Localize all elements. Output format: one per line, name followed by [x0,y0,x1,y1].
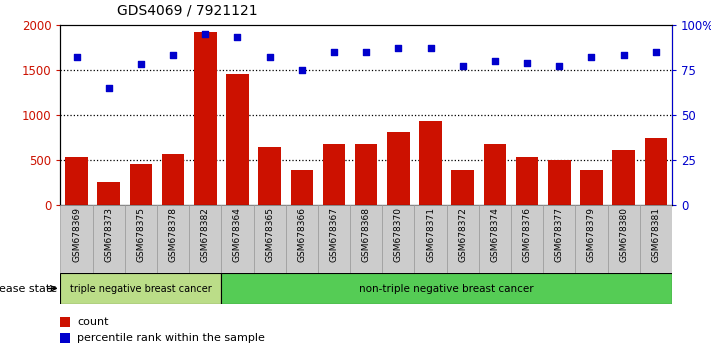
Text: GSM678374: GSM678374 [491,207,499,262]
Bar [350,205,383,273]
Text: GSM678378: GSM678378 [169,207,178,262]
Text: GSM678375: GSM678375 [137,207,145,262]
Text: GSM678381: GSM678381 [651,207,661,262]
Bar [318,205,350,273]
Point [71,55,82,60]
Bar [575,205,607,273]
Text: GSM678368: GSM678368 [362,207,370,262]
Point [167,53,178,58]
Point [232,35,243,40]
Bar [254,205,286,273]
Text: triple negative breast cancer: triple negative breast cancer [70,284,212,293]
Point [264,55,275,60]
Bar [60,205,92,273]
Point [200,31,211,37]
Bar [157,205,189,273]
Text: GSM678366: GSM678366 [297,207,306,262]
Text: GSM678379: GSM678379 [587,207,596,262]
Point [425,45,437,51]
Point [650,49,661,55]
Bar [355,144,378,205]
Point [521,60,533,65]
Text: non-triple negative breast cancer: non-triple negative breast cancer [359,284,534,293]
Text: GSM678382: GSM678382 [201,207,210,262]
Bar [483,144,506,205]
Bar [286,205,318,273]
Bar [447,205,479,273]
Point [618,53,629,58]
Point [328,49,340,55]
Bar [515,158,538,205]
Point [586,55,597,60]
Text: GSM678376: GSM678376 [523,207,532,262]
Bar [60,317,70,327]
Bar [580,170,603,205]
Point [103,85,114,91]
Point [296,67,307,73]
Bar [60,333,70,343]
Bar [548,160,570,205]
Text: GDS4069 / 7921121: GDS4069 / 7921121 [117,4,258,18]
Bar [221,205,254,273]
Text: GSM678371: GSM678371 [426,207,435,262]
Text: GSM678372: GSM678372 [458,207,467,262]
Point [392,45,404,51]
Bar [612,150,635,205]
Bar [125,205,157,273]
Bar [543,205,575,273]
Text: GSM678377: GSM678377 [555,207,564,262]
Bar [189,205,221,273]
Point [554,63,565,69]
Text: percentile rank within the sample: percentile rank within the sample [77,333,265,343]
Bar [387,132,410,205]
Point [489,58,501,64]
Text: GSM678380: GSM678380 [619,207,628,262]
Bar [419,121,442,205]
Bar [65,156,87,205]
Bar [60,273,221,304]
Bar [221,273,672,304]
Text: disease state: disease state [0,284,57,293]
Bar [645,138,667,205]
Bar [194,32,217,205]
Text: GSM678370: GSM678370 [394,207,403,262]
Bar [607,205,640,273]
Text: GSM678364: GSM678364 [233,207,242,262]
Point [360,49,372,55]
Bar [226,74,249,205]
Bar [92,205,125,273]
Bar [415,205,447,273]
Text: GSM678373: GSM678373 [105,207,113,262]
Bar [258,147,281,205]
Bar [291,170,313,205]
Point [135,62,146,67]
Bar [383,205,415,273]
Bar [323,144,346,205]
Bar [511,205,543,273]
Text: GSM678369: GSM678369 [72,207,81,262]
Bar [129,164,152,205]
Text: count: count [77,317,109,327]
Bar [97,182,120,205]
Bar [479,205,511,273]
Text: GSM678365: GSM678365 [265,207,274,262]
Text: GSM678367: GSM678367 [329,207,338,262]
Bar [451,170,474,205]
Point [457,63,469,69]
Bar [162,154,184,205]
Bar [640,205,672,273]
